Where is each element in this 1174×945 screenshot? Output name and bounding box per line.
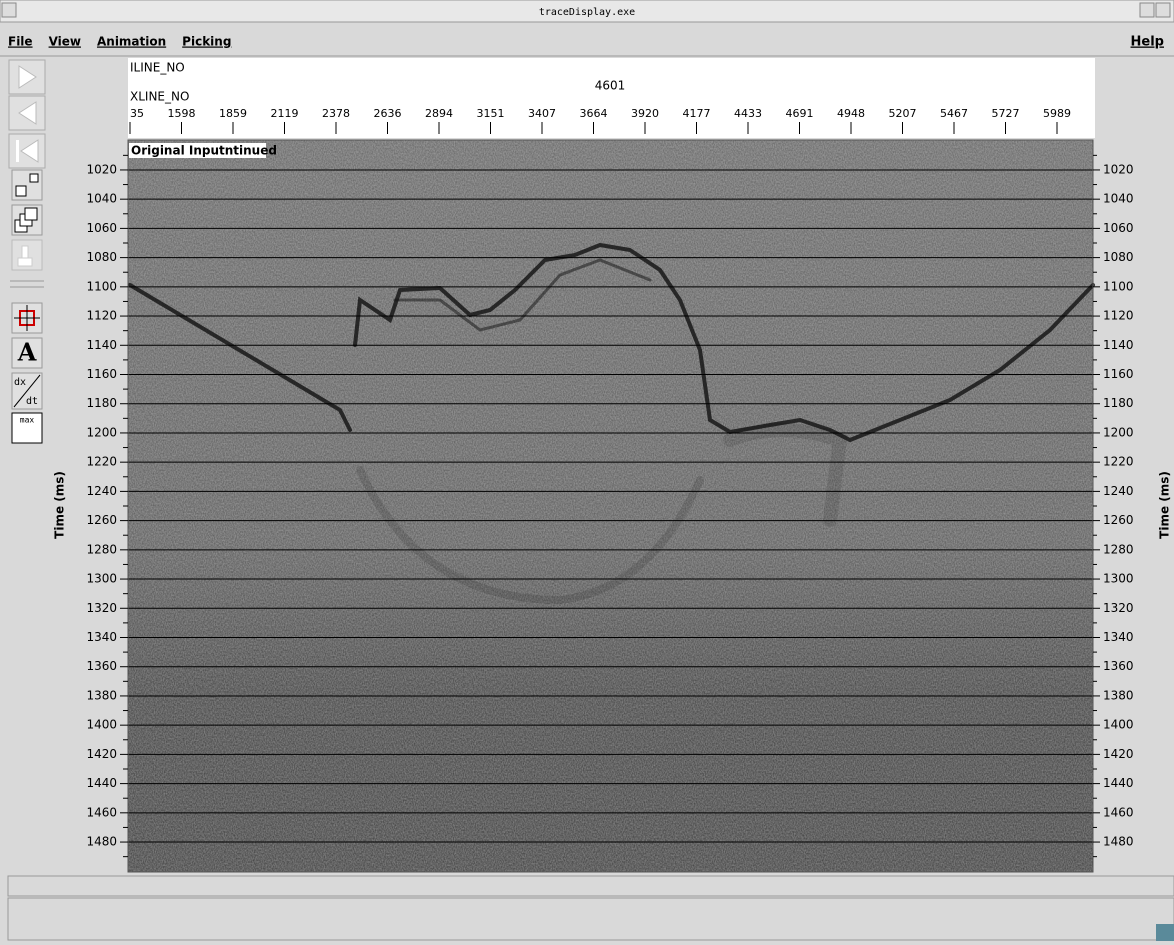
page: traceDisplay {"window":{"title":"traceDi… [0, 0, 1174, 941]
y-tick-label-left: 1360 [86, 659, 117, 673]
y-axis-title-right: Time (ms) [1158, 471, 1172, 539]
y-tick-label-left: 1280 [86, 542, 117, 556]
x-tick-label: 2378 [322, 107, 350, 120]
y-tick-label-left: 1160 [86, 367, 117, 381]
menu-item[interactable]: View [49, 35, 81, 49]
y-tick-label-left: 1380 [86, 688, 117, 702]
y-tick-label-right: 1140 [1103, 338, 1134, 352]
y-tick-label-right: 1400 [1103, 718, 1134, 732]
y-axis-title-left: Time (ms) [53, 471, 67, 539]
x-tick-label: 2119 [271, 107, 299, 120]
x-tick-label: 3407 [528, 107, 556, 120]
window-title: traceDisplay.exe [539, 7, 635, 18]
iline-label: ILINE_NO [130, 61, 185, 75]
menu-help[interactable]: Help [1131, 35, 1164, 50]
y-tick-label-left: 1120 [86, 309, 117, 323]
y-tick-label-right: 1340 [1103, 630, 1134, 644]
x-tick-label: 5727 [992, 107, 1020, 120]
y-tick-label-left: 1240 [86, 484, 117, 498]
maximize-button[interactable] [1156, 3, 1170, 17]
x-tick-label: 3664 [580, 107, 608, 120]
xline-label: XLINE_NO [130, 90, 189, 104]
y-tick-label-right: 1420 [1103, 747, 1134, 761]
y-tick-label-left: 1180 [86, 396, 117, 410]
derivative-bottom: dt [26, 396, 38, 407]
x-tick-label: 3920 [631, 107, 659, 120]
y-tick-label-left: 1300 [86, 572, 117, 586]
x-tick-label: 2894 [425, 107, 453, 120]
y-tick-label-right: 1220 [1103, 455, 1134, 469]
derivative-top: dx [14, 377, 26, 388]
x-tick-label: 5989 [1043, 107, 1071, 120]
y-tick-label-left: 1080 [86, 250, 117, 264]
y-tick-label-left: 1100 [86, 279, 117, 293]
text-icon: A [17, 338, 37, 367]
y-tick-label-right: 1260 [1103, 513, 1134, 527]
menu-item[interactable]: Animation [97, 35, 166, 49]
menu-item[interactable]: Picking [182, 35, 231, 49]
y-tick-label-right: 1240 [1103, 484, 1134, 498]
y-tick-label-left: 1420 [86, 747, 117, 761]
x-tick-label: 4948 [837, 107, 865, 120]
y-tick-label-left: 1460 [86, 805, 117, 819]
y-tick-label-left: 1200 [86, 425, 117, 439]
menu-item[interactable]: File [8, 35, 33, 49]
x-tick-label: 4177 [683, 107, 711, 120]
y-tick-label-right: 1120 [1103, 309, 1134, 323]
status-bar [8, 876, 1174, 896]
x-tick-label: 5467 [940, 107, 968, 120]
y-tick-label-right: 1040 [1103, 192, 1134, 206]
y-tick-label-left: 1400 [86, 718, 117, 732]
y-tick-label-left: 1060 [86, 221, 117, 235]
panel-label: Original Inputntinued [131, 144, 277, 158]
y-tick-label-left: 1320 [86, 601, 117, 615]
y-tick-label-left: 1020 [86, 162, 117, 176]
y-tick-label-right: 1060 [1103, 221, 1134, 235]
y-tick-label-right: 1320 [1103, 601, 1134, 615]
y-tick-label-left: 1260 [86, 513, 117, 527]
y-tick-label-right: 1020 [1103, 162, 1134, 176]
iline-value: 4601 [595, 79, 626, 93]
y-tick-label-left: 1220 [86, 455, 117, 469]
y-tick-label-right: 1460 [1103, 805, 1134, 819]
screen: traceDisplay.exe File View Animation Pickin… [0, 0, 1174, 941]
x-tick-label: 3151 [477, 107, 505, 120]
minimize-button[interactable] [1140, 3, 1154, 17]
header-panel [128, 58, 1095, 138]
corner-icon [1156, 924, 1174, 941]
app-window: traceDisplay.exe File View Animation Pickin… [0, 0, 1174, 941]
y-tick-label-right: 1440 [1103, 776, 1134, 790]
y-tick-label-left: 1040 [86, 192, 117, 206]
y-tick-label-right: 1160 [1103, 367, 1134, 381]
window-menu-button[interactable] [2, 3, 16, 17]
x-tick-label: 1598 [168, 107, 196, 120]
y-tick-label-right: 1380 [1103, 688, 1134, 702]
y-tick-label-left: 1440 [86, 776, 117, 790]
menu-bar [0, 30, 1174, 54]
toolbar: A dx dt max [9, 60, 45, 443]
y-tick-label-left: 1140 [86, 338, 117, 352]
max-icon: max [20, 416, 35, 425]
y-tick-label-right: 1080 [1103, 250, 1134, 264]
y-tick-label-right: 1180 [1103, 396, 1134, 410]
y-tick-label-left: 1340 [86, 630, 117, 644]
y-tick-label-right: 1280 [1103, 542, 1134, 556]
x-tick-label: 1859 [219, 107, 247, 120]
seismic-section [128, 140, 1093, 872]
x-tick-label: 2636 [374, 107, 402, 120]
x-tick-label: 4433 [734, 107, 762, 120]
y-tick-label-right: 1300 [1103, 572, 1134, 586]
x-tick-label: 5207 [889, 107, 917, 120]
y-tick-label-left: 1480 [86, 835, 117, 849]
x-tick-label: 4691 [786, 107, 814, 120]
y-tick-label-right: 1200 [1103, 425, 1134, 439]
x-tick-label: 35 [130, 107, 144, 120]
y-tick-label-right: 1100 [1103, 279, 1134, 293]
y-tick-label-right: 1480 [1103, 835, 1134, 849]
message-bar [8, 898, 1174, 940]
y-tick-label-right: 1360 [1103, 659, 1134, 673]
